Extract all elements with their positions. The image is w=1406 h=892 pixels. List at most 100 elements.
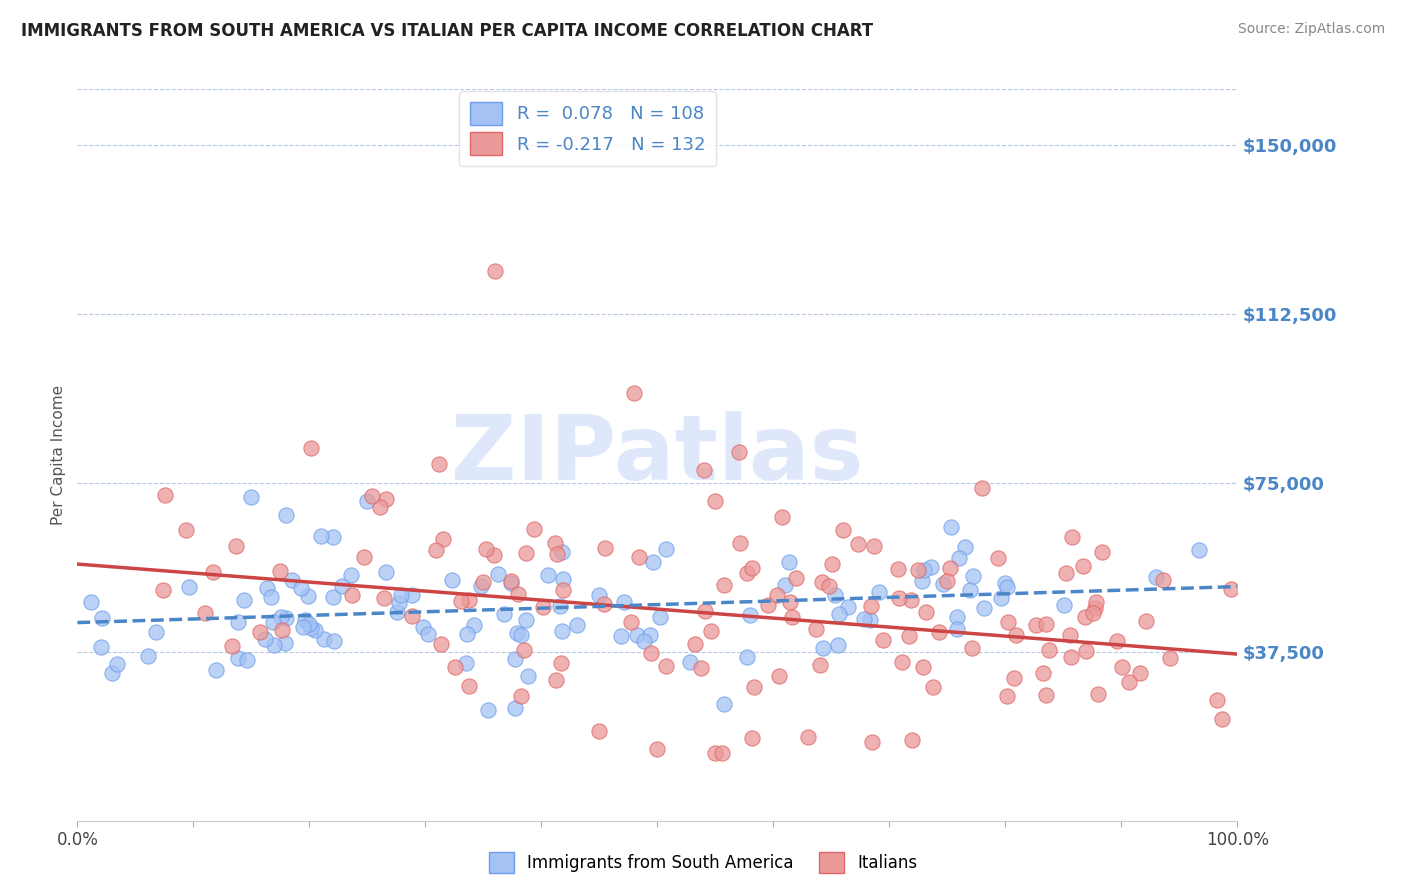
Point xyxy=(373,591,395,606)
Point xyxy=(863,540,886,554)
Point xyxy=(236,653,259,667)
Point xyxy=(711,746,734,760)
Point xyxy=(201,565,224,579)
Point xyxy=(690,660,713,674)
Point xyxy=(290,581,312,595)
Point xyxy=(517,669,540,683)
Point xyxy=(515,613,537,627)
Point xyxy=(463,618,485,632)
Point xyxy=(470,578,492,592)
Point xyxy=(340,588,363,602)
Point xyxy=(946,610,969,624)
Point xyxy=(588,723,610,738)
Point xyxy=(620,615,643,629)
Point xyxy=(179,580,201,594)
Point xyxy=(770,510,793,524)
Point xyxy=(457,593,479,607)
Point xyxy=(1084,595,1107,609)
Point xyxy=(824,588,846,602)
Point xyxy=(818,579,841,593)
Point xyxy=(249,624,271,639)
Point xyxy=(145,624,167,639)
Point xyxy=(837,600,859,615)
Point xyxy=(766,588,789,602)
Point xyxy=(900,593,922,607)
Point xyxy=(270,623,292,637)
Point xyxy=(683,637,706,651)
Text: Source: ZipAtlas.com: Source: ZipAtlas.com xyxy=(1237,22,1385,37)
Point xyxy=(322,590,344,604)
Point xyxy=(389,588,412,602)
Point xyxy=(101,666,124,681)
Point xyxy=(638,628,661,642)
Point xyxy=(853,612,876,626)
Point xyxy=(294,613,316,627)
Point xyxy=(654,658,676,673)
Point xyxy=(297,589,319,603)
Legend: R =  0.078   N = 108, R = -0.217   N = 132: R = 0.078 N = 108, R = -0.217 N = 132 xyxy=(460,91,716,166)
Point xyxy=(742,680,765,694)
Point xyxy=(299,621,322,635)
Point xyxy=(1188,542,1211,557)
Point xyxy=(432,532,454,546)
Point xyxy=(679,655,702,669)
Point xyxy=(1035,617,1057,632)
Point xyxy=(887,562,910,576)
Point xyxy=(738,608,761,623)
Point xyxy=(444,659,467,673)
Point xyxy=(990,591,1012,605)
Point xyxy=(477,703,499,717)
Point xyxy=(846,537,869,551)
Point xyxy=(482,548,505,562)
Point xyxy=(440,574,463,588)
Point xyxy=(973,600,995,615)
Point xyxy=(430,637,453,651)
Point xyxy=(551,545,574,559)
Point xyxy=(758,598,780,612)
Point xyxy=(699,624,721,638)
Point xyxy=(503,701,526,715)
Point xyxy=(1053,598,1076,612)
Point xyxy=(401,609,423,624)
Point xyxy=(551,583,574,598)
Point xyxy=(633,633,655,648)
Point xyxy=(713,578,735,592)
Point xyxy=(269,564,291,578)
Point xyxy=(291,620,314,634)
Point xyxy=(872,632,894,647)
Point xyxy=(962,569,984,583)
Point xyxy=(353,549,375,564)
Point xyxy=(153,488,176,502)
Point xyxy=(221,639,243,653)
Point xyxy=(796,730,818,744)
Point xyxy=(105,657,128,671)
Point xyxy=(1118,674,1140,689)
Point xyxy=(727,444,749,458)
Point xyxy=(609,629,631,643)
Point xyxy=(323,633,346,648)
Point xyxy=(368,500,391,515)
Point xyxy=(506,587,529,601)
Point xyxy=(260,590,283,604)
Point xyxy=(939,561,962,575)
Point xyxy=(263,639,285,653)
Point xyxy=(544,673,567,687)
Point xyxy=(593,597,616,611)
Point xyxy=(1205,693,1227,707)
Point xyxy=(728,536,751,550)
Point xyxy=(994,576,1017,591)
Point xyxy=(627,550,650,565)
Point xyxy=(890,655,912,669)
Point xyxy=(136,648,159,663)
Point xyxy=(928,624,950,639)
Point xyxy=(804,622,827,636)
Point xyxy=(356,494,378,508)
Point xyxy=(176,524,198,538)
Point xyxy=(513,643,536,657)
Point xyxy=(401,588,423,602)
Point xyxy=(588,588,610,602)
Point xyxy=(1059,628,1081,642)
Point xyxy=(1025,618,1047,632)
Point xyxy=(330,579,353,593)
Point xyxy=(90,640,112,655)
